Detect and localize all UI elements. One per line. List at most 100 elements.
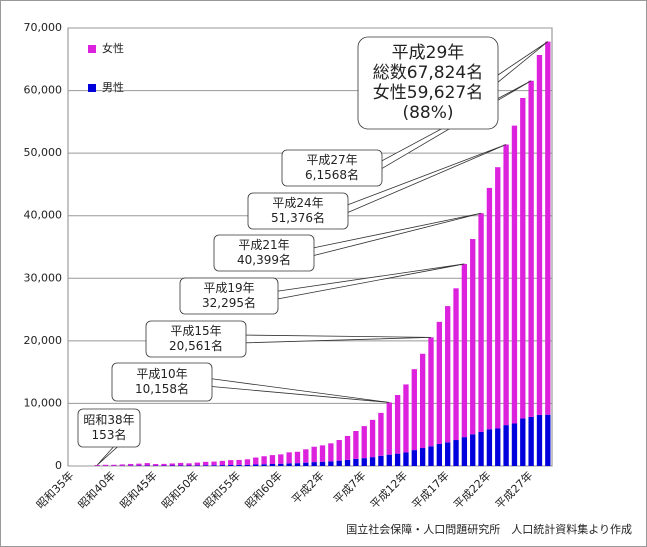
bar-segment	[177, 465, 184, 466]
callout-text: 40,399名	[237, 252, 291, 267]
callout-box	[111, 362, 213, 402]
bar-segment	[211, 465, 217, 466]
bar-segment	[303, 449, 309, 463]
bar-segment	[286, 452, 292, 464]
bar-segment	[453, 288, 459, 441]
bar-segment	[394, 395, 401, 454]
bar-segment	[445, 442, 451, 466]
bar-segment	[378, 455, 384, 466]
callout-box	[357, 36, 499, 130]
bar-segment	[278, 454, 284, 464]
bar-segment	[428, 446, 434, 466]
bar-segment	[478, 213, 484, 432]
bar-segment	[94, 465, 100, 466]
callout-text: 平成15年	[170, 324, 221, 338]
bar-segment	[369, 457, 376, 466]
bar-segment	[294, 451, 301, 464]
bar-segment	[261, 464, 267, 466]
bar-segment	[445, 306, 451, 443]
bar-segment	[436, 443, 443, 466]
bar-segment	[186, 463, 192, 466]
bar-segment	[228, 464, 234, 466]
callout-text: 平成27年	[306, 153, 357, 167]
y-tick-label: 40,000	[24, 209, 63, 222]
callout-box	[213, 234, 315, 272]
bar-segment	[336, 440, 342, 461]
bar-segment	[428, 337, 434, 447]
y-tick-label: 0	[55, 459, 62, 472]
bar-segment	[328, 443, 334, 462]
bar-segment	[203, 465, 209, 466]
callout-text: 51,376名	[271, 210, 325, 225]
bar-segment	[127, 463, 134, 466]
bar-segment	[136, 463, 142, 466]
bar-segment	[411, 369, 417, 451]
y-tick-label: 70,000	[24, 21, 63, 34]
bar-segment	[386, 402, 392, 455]
bar-segment	[511, 125, 518, 424]
y-tick-label: 20,000	[24, 334, 63, 347]
callout-text: 昭和38年	[83, 413, 134, 427]
bar-segment	[461, 263, 468, 438]
bar-segment	[503, 144, 509, 426]
bar-segment	[211, 461, 217, 466]
bar-segment	[511, 423, 518, 466]
bar-segment	[177, 462, 184, 466]
callout-text: 平成24年	[272, 196, 323, 210]
callout-text: 153名	[92, 427, 127, 442]
callout-text: 総数67,824名	[373, 63, 483, 83]
bar-segment	[470, 239, 476, 435]
bar-segment	[394, 453, 401, 466]
bar-segment	[436, 321, 443, 444]
callout-text: 女性59,627名	[373, 83, 483, 103]
bar-segment	[269, 455, 276, 464]
bar-segment	[344, 459, 351, 466]
callout-text: 平成10年	[136, 367, 187, 381]
bar-segment	[152, 464, 159, 466]
bar-segment	[486, 187, 493, 430]
bar-segment	[319, 445, 326, 462]
bar-segment	[520, 97, 526, 419]
bar-segment	[503, 425, 509, 466]
bar-segment	[419, 353, 426, 449]
bar-segment	[236, 464, 242, 466]
bar-segment	[161, 463, 167, 466]
bar-segment	[336, 460, 342, 466]
bar-segment	[144, 463, 150, 466]
bar-segment	[111, 464, 117, 466]
bar-segment	[278, 463, 284, 466]
callout-text: 10,158名	[135, 381, 189, 396]
bar-segment	[361, 458, 367, 466]
y-tick-label: 10,000	[24, 396, 63, 409]
source: 国立社会保障・人口問題研究所 人口統計資料集より作成	[346, 522, 632, 536]
bar-segment	[528, 416, 534, 466]
bar-segment	[228, 460, 234, 465]
bar-segment	[294, 463, 301, 466]
bar-segment	[286, 463, 292, 466]
legend-swatch	[88, 45, 96, 53]
bar-segment	[203, 461, 209, 466]
legend-label: 女性	[102, 41, 124, 55]
callout-box	[179, 277, 279, 315]
bar-segment	[328, 461, 334, 466]
bar-segment	[453, 440, 459, 466]
bar-segment	[461, 437, 468, 466]
bar-segment	[353, 431, 359, 459]
bar-segment	[361, 426, 367, 459]
callout-box	[77, 408, 141, 448]
callout-box	[145, 320, 247, 358]
bar-segment	[194, 462, 201, 466]
bar-segment	[236, 459, 242, 465]
legend-swatch	[88, 84, 96, 92]
bar-segment	[353, 458, 359, 466]
bar-segment	[253, 464, 259, 466]
bar-segment	[545, 41, 551, 415]
y-tick-label: 30,000	[24, 271, 63, 284]
